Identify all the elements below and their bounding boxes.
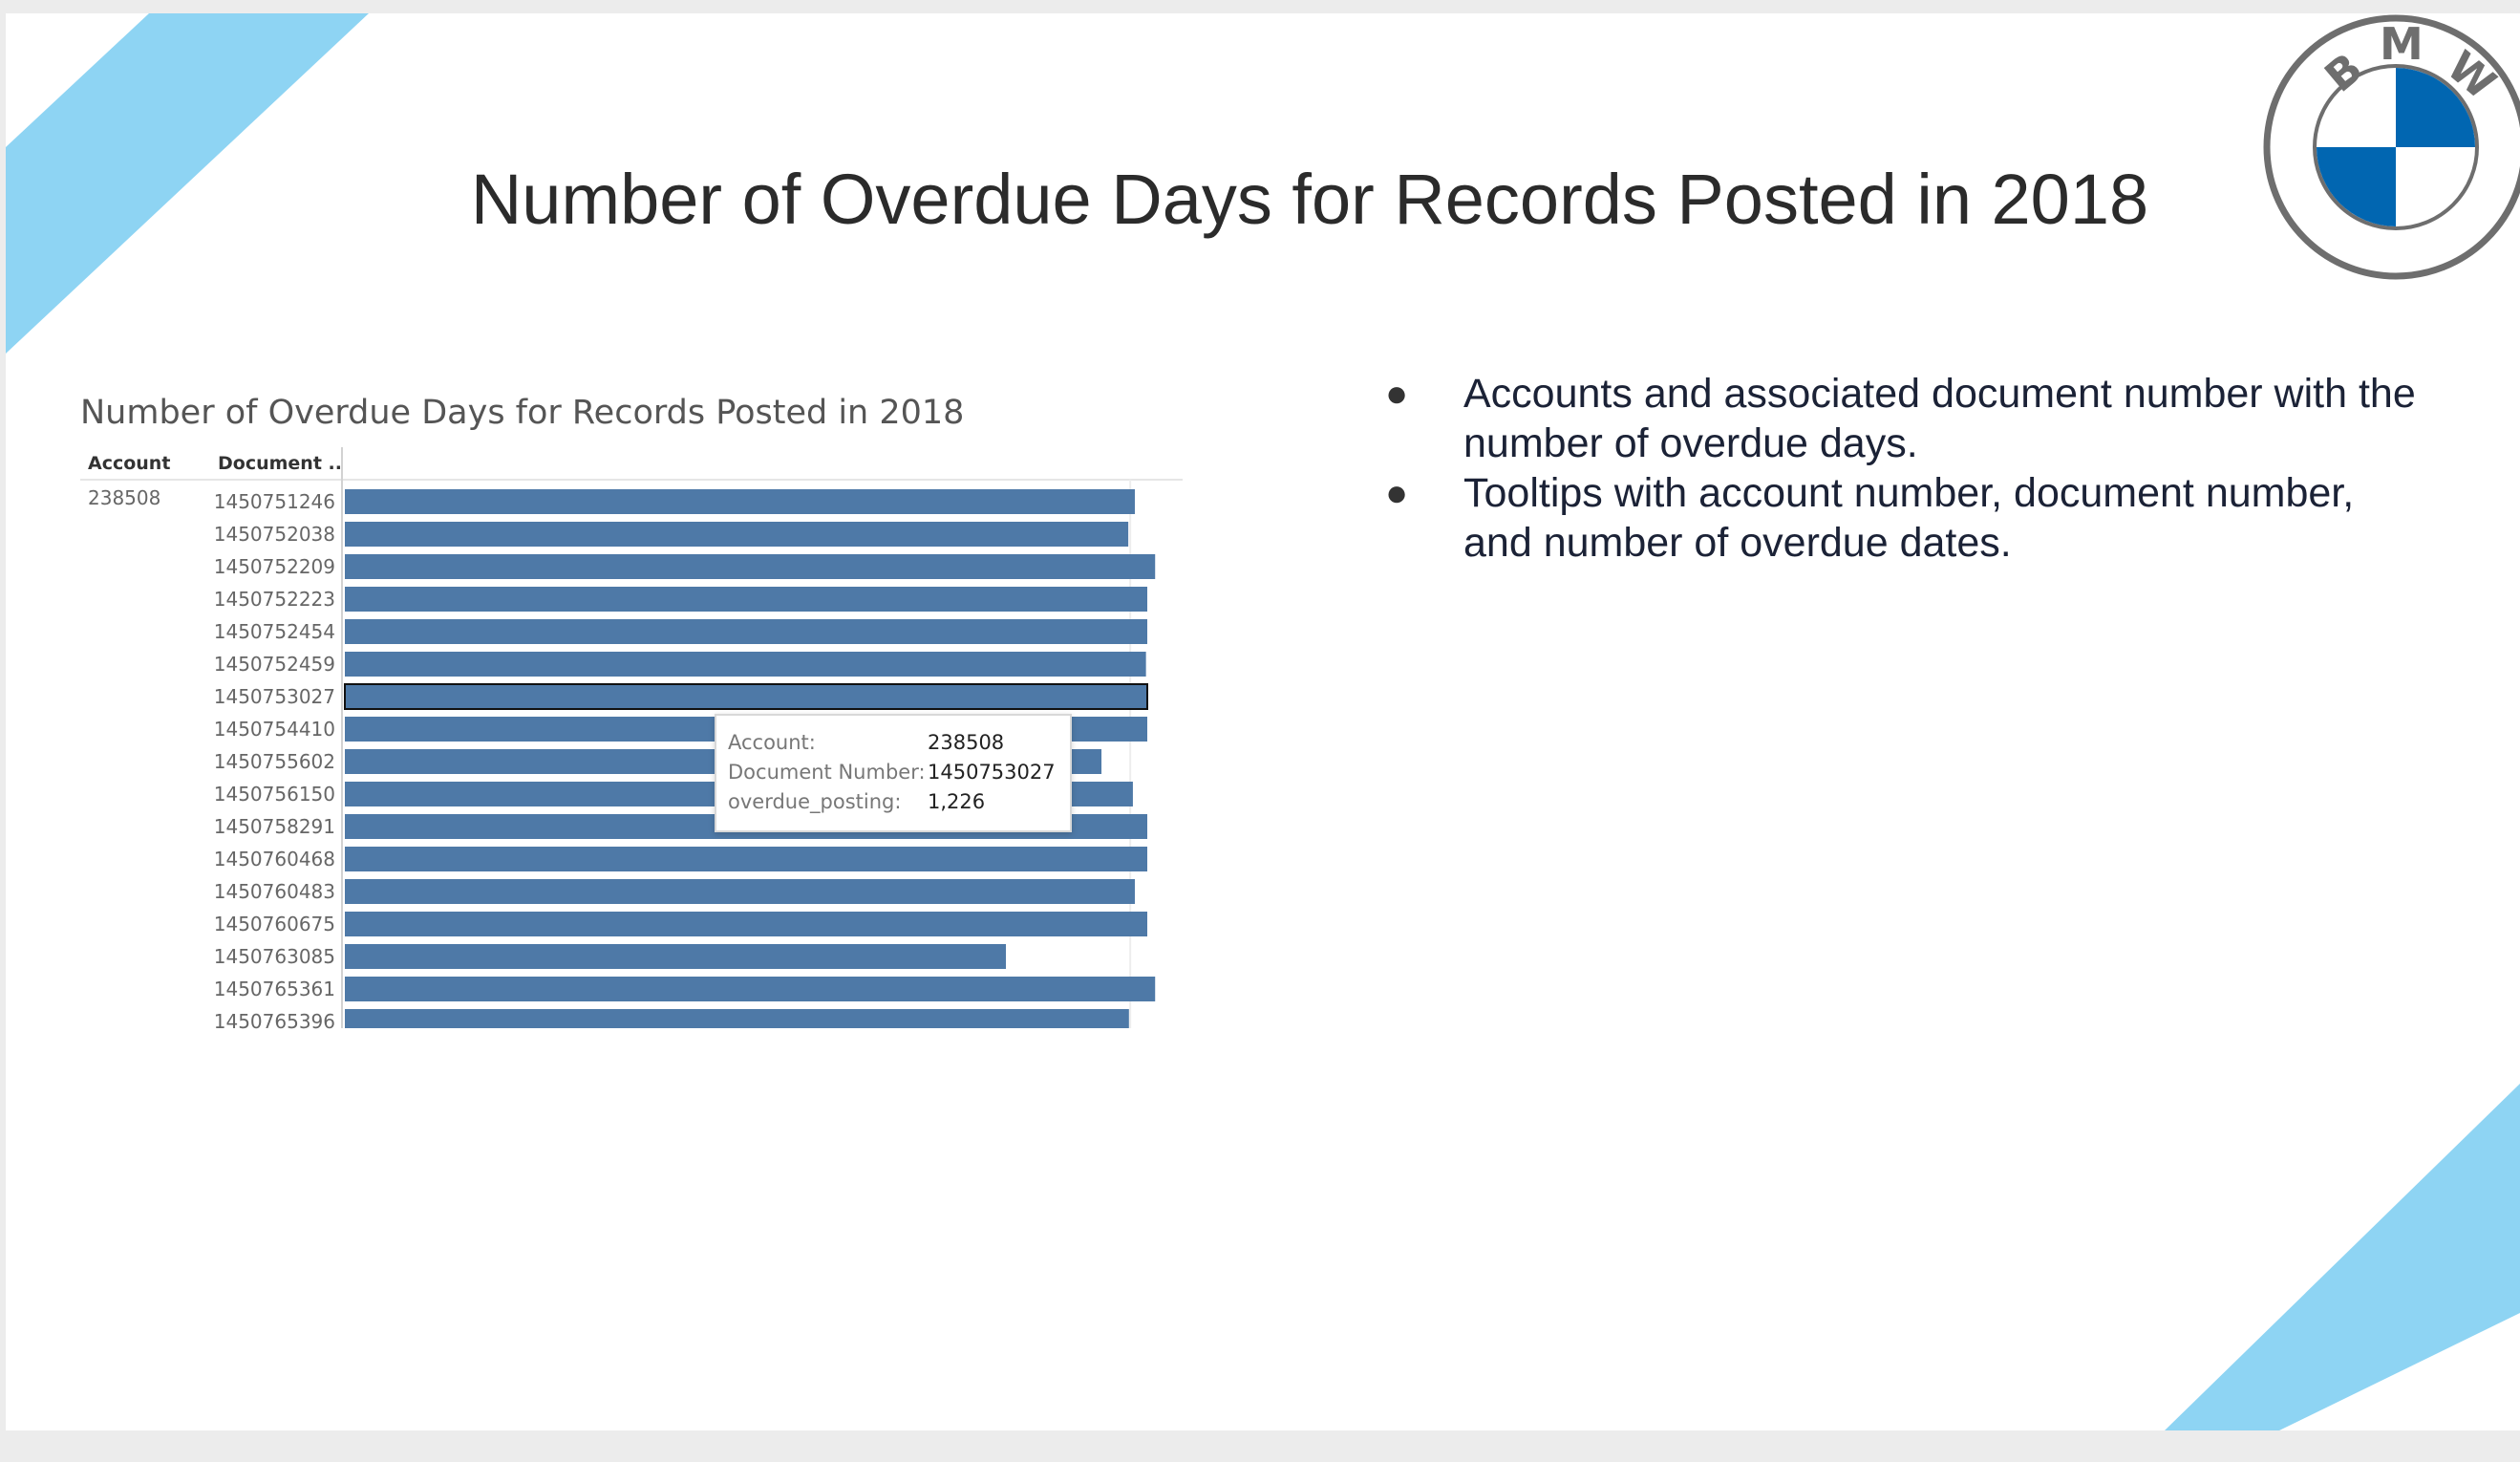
document-label: 1450752038 [214, 523, 335, 546]
document-label: 1450760468 [214, 848, 335, 871]
document-label: 1450752223 [214, 588, 335, 611]
bar [345, 977, 1156, 1001]
logo-quadrant-bottom-left [2317, 147, 2396, 226]
row-header-account: Account [88, 453, 170, 474]
decor-top-shape [6, 13, 369, 354]
bullet-list: ● Accounts and associated document numbe… [1372, 369, 2423, 568]
document-label: 1450756150 [214, 783, 335, 806]
bar [345, 879, 1135, 904]
document-label: 1450752209 [214, 555, 335, 578]
tooltip-key: Document Number: [728, 761, 926, 784]
tooltip-key: overdue_posting: [728, 790, 902, 813]
document-label: 1450758291 [214, 815, 335, 838]
document-label: 1450752459 [214, 653, 335, 676]
chart-tooltip: Account: 238508 Document Number: 1450753… [715, 714, 1072, 832]
slide: Number of Overdue Days for Records Poste… [6, 13, 2520, 1430]
bullet-item: ● Accounts and associated document numbe… [1372, 369, 2423, 468]
bmw-logo: B M W [2263, 14, 2520, 280]
document-label: 1450753027 [214, 685, 335, 708]
chart-title: Number of Overdue Days for Records Poste… [80, 394, 965, 432]
account-label: 238508 [88, 486, 160, 509]
tooltip-value: 238508 [928, 731, 1005, 754]
bar [345, 587, 1148, 612]
bar [345, 1009, 1129, 1028]
tooltip-value: 1450753027 [928, 761, 1056, 784]
tooltip-key: Account: [728, 731, 816, 754]
tooltip-row-overdue: overdue_posting: 1,226 [728, 790, 1062, 819]
decor-bottom-shape [2165, 1084, 2520, 1430]
bar [345, 522, 1129, 547]
bar-chart: Account Document .. 238508 1450751246 145075… [6, 447, 1209, 1036]
bullet-dot: ● [1385, 472, 1409, 514]
bullet-dot: ● [1385, 373, 1409, 415]
logo-letter-m: M [2380, 18, 2424, 70]
bullet-text: Tooltips with account number, document n… [1463, 470, 2355, 566]
slide-title: Number of Overdue Days for Records Poste… [470, 160, 2149, 239]
bar [345, 847, 1148, 871]
bar [345, 652, 1146, 677]
document-label: 1450763085 [214, 945, 335, 968]
logo-quadrant-top-right [2396, 68, 2475, 147]
row-header-document: Document .. [218, 453, 342, 474]
bar [345, 554, 1156, 579]
document-label: 1450752454 [214, 620, 335, 643]
clip-mask [6, 1030, 1209, 1036]
bar [345, 489, 1135, 514]
document-label: 1450765361 [214, 978, 335, 1000]
bar [345, 912, 1148, 936]
decor-stripe-bottom-right [2165, 1084, 2520, 1430]
bullet-item: ● Tooltips with account number, document… [1372, 468, 2423, 568]
document-label: 1450755602 [214, 750, 335, 773]
document-label: 1450765396 [214, 1010, 335, 1033]
tooltip-row-account: Account: 238508 [728, 731, 1062, 760]
bar [344, 683, 1149, 710]
tooltip-row-document: Document Number: 1450753027 [728, 761, 1062, 789]
document-label: 1450760675 [214, 913, 335, 935]
decor-stripe-top-left [6, 13, 369, 354]
document-label: 1450754410 [214, 718, 335, 741]
bar [345, 619, 1148, 644]
bullet-text: Accounts and associated document number … [1463, 371, 2416, 466]
document-label: 1450751246 [214, 490, 335, 513]
bar [345, 944, 1007, 969]
document-label: 1450760483 [214, 880, 335, 903]
tooltip-value: 1,226 [928, 790, 986, 813]
